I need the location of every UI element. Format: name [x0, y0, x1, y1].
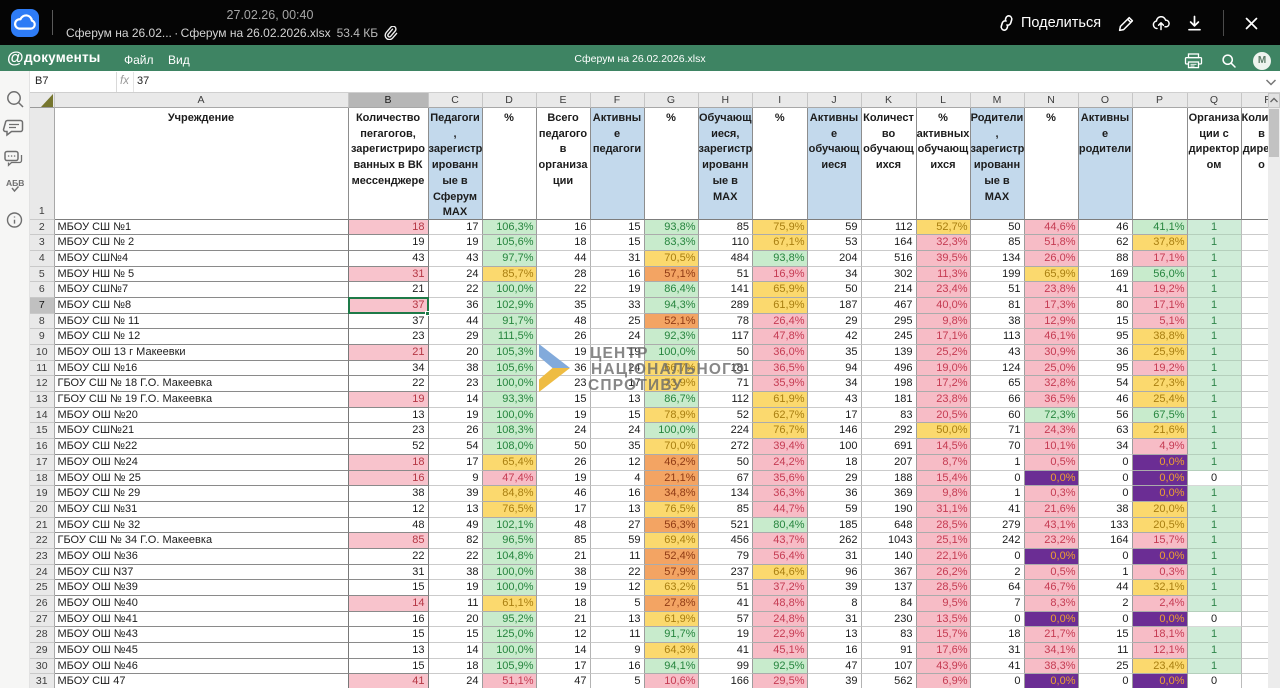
svg-text:АБВ: АБВ: [6, 178, 24, 188]
